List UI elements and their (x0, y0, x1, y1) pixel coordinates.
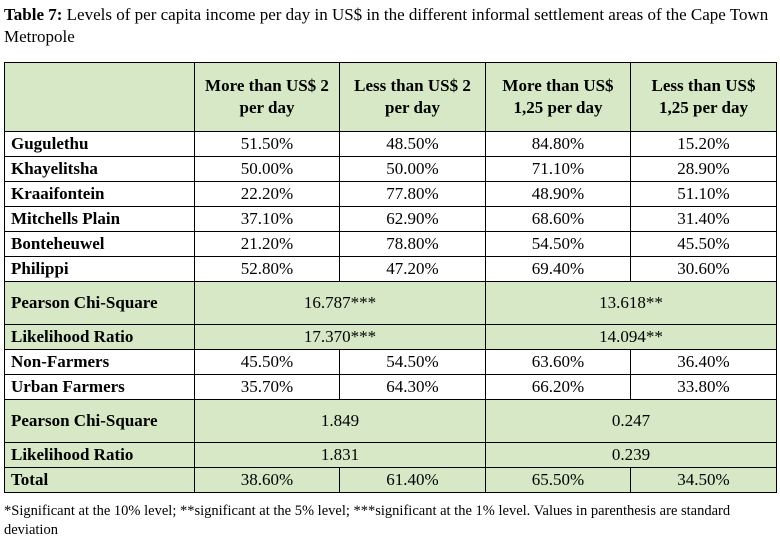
row-label: Pearson Chi-Square (4, 281, 195, 325)
table-cell: 48.50% (339, 131, 486, 157)
table-cell: 34.50% (630, 467, 777, 493)
stat-row-pearson-areas: Pearson Chi-Square 16.787*** 13.618** (4, 281, 777, 325)
row-label: Philippi (4, 256, 195, 282)
col-header-less-125: Less than US$ 1,25 per day (630, 62, 777, 132)
col-header-more-125: More than US$ 1,25 per day (485, 62, 631, 132)
income-table: More than US$ 2 per day Less than US$ 2 … (4, 62, 777, 493)
table-row: Kraaifontein 22.20% 77.80% 48.90% 51.10% (4, 181, 777, 207)
col-header-more-2: More than US$ 2 per day (194, 62, 340, 132)
table-cell: 66.20% (485, 374, 631, 400)
table-title: Levels of per capita income per day in U… (4, 5, 769, 46)
table-row: Bonteheuwel 21.20% 78.80% 54.50% 45.50% (4, 231, 777, 257)
table-cell: 37.10% (194, 206, 340, 232)
table-cell: 48.90% (485, 181, 631, 207)
table-cell: 71.10% (485, 156, 631, 182)
table-cell: 45.50% (630, 231, 777, 257)
table-cell: 84.80% (485, 131, 631, 157)
table-cell: 35.70% (194, 374, 340, 400)
row-label: Kraaifontein (4, 181, 195, 207)
table-cell: 50.00% (194, 156, 340, 182)
table-row: Gugulethu 51.50% 48.50% 84.80% 15.20% (4, 131, 777, 157)
stat-row-lr-groups: Likelihood Ratio 1.831 0.239 (4, 442, 777, 468)
table-cell: 78.80% (339, 231, 486, 257)
stat-cell: 0.239 (485, 442, 777, 468)
table-row: Mitchells Plain 37.10% 62.90% 68.60% 31.… (4, 206, 777, 232)
table-cell: 45.50% (194, 349, 340, 375)
stat-cell: 1.831 (194, 442, 486, 468)
row-label: Urban Farmers (4, 374, 195, 400)
table-cell: 30.60% (630, 256, 777, 282)
row-label: Total (4, 467, 195, 493)
table-cell: 33.80% (630, 374, 777, 400)
table-row: Philippi 52.80% 47.20% 69.40% 30.60% (4, 256, 777, 282)
row-label: Bonteheuwel (4, 231, 195, 257)
row-label: Mitchells Plain (4, 206, 195, 232)
table-cell: 68.60% (485, 206, 631, 232)
table-cell: 47.20% (339, 256, 486, 282)
table-cell: 52.80% (194, 256, 340, 282)
table-cell: 50.00% (339, 156, 486, 182)
table-label: Table 7: (4, 5, 63, 24)
stat-row-lr-areas: Likelihood Ratio 17.370*** 14.094** (4, 324, 777, 350)
table-cell: 15.20% (630, 131, 777, 157)
header-row: More than US$ 2 per day Less than US$ 2 … (4, 62, 777, 132)
stat-cell: 16.787*** (194, 281, 486, 325)
total-row: Total 38.60% 61.40% 65.50% 34.50% (4, 467, 777, 493)
table-cell: 63.60% (485, 349, 631, 375)
table-cell: 65.50% (485, 467, 631, 493)
table-cell: 54.50% (339, 349, 486, 375)
table-cell: 36.40% (630, 349, 777, 375)
row-label: Gugulethu (4, 131, 195, 157)
row-label: Non-Farmers (4, 349, 195, 375)
table-cell: 22.20% (194, 181, 340, 207)
table-cell: 21.20% (194, 231, 340, 257)
table-cell: 77.80% (339, 181, 486, 207)
table-cell: 69.40% (485, 256, 631, 282)
table-row: Urban Farmers 35.70% 64.30% 66.20% 33.80… (4, 374, 777, 400)
table-row: Non-Farmers 45.50% 54.50% 63.60% 36.40% (4, 349, 777, 375)
stat-cell: 0.247 (485, 399, 777, 443)
stat-cell: 13.618** (485, 281, 777, 325)
row-label: Likelihood Ratio (4, 442, 195, 468)
table-cell: 61.40% (339, 467, 486, 493)
stat-cell: 1.849 (194, 399, 486, 443)
stat-row-pearson-groups: Pearson Chi-Square 1.849 0.247 (4, 399, 777, 443)
table-cell: 38.60% (194, 467, 340, 493)
stat-cell: 14.094** (485, 324, 777, 350)
table-cell: 51.50% (194, 131, 340, 157)
row-label: Khayelitsha (4, 156, 195, 182)
row-label: Likelihood Ratio (4, 324, 195, 350)
footnote: *Significant at the 10% level; **signifi… (4, 503, 731, 538)
table-cell: 51.10% (630, 181, 777, 207)
row-label: Pearson Chi-Square (4, 399, 195, 443)
table-cell: 31.40% (630, 206, 777, 232)
col-header-less-2: Less than US$ 2 per day (339, 62, 486, 132)
table-row: Khayelitsha 50.00% 50.00% 71.10% 28.90% (4, 156, 777, 182)
stat-cell: 17.370*** (194, 324, 486, 350)
table-cell: 28.90% (630, 156, 777, 182)
table-cell: 54.50% (485, 231, 631, 257)
table-cell: 62.90% (339, 206, 486, 232)
table-cell: 64.30% (339, 374, 486, 400)
corner-cell (4, 62, 195, 132)
table-caption: Table 7: Levels of per capita income per… (4, 4, 776, 48)
